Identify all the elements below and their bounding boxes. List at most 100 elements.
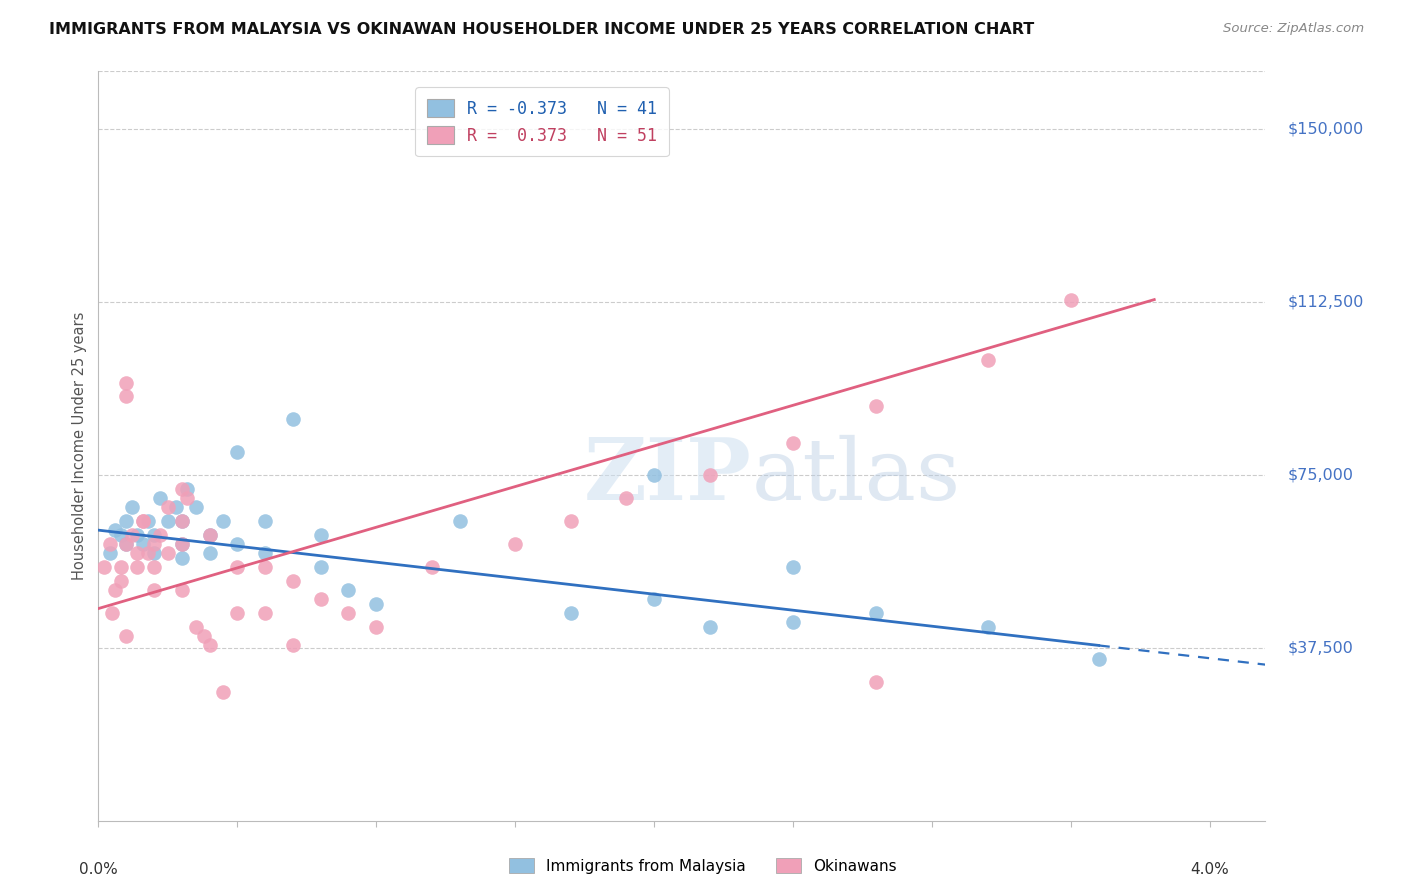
Point <box>170 514 193 528</box>
Text: ZIP: ZIP <box>583 434 752 518</box>
Point <box>420 560 443 574</box>
Point <box>193 629 215 643</box>
Point <box>127 560 149 574</box>
Point <box>337 606 360 620</box>
Text: $75,000: $75,000 <box>1288 467 1354 483</box>
Point <box>254 560 277 574</box>
Text: Source: ZipAtlas.com: Source: ZipAtlas.com <box>1223 22 1364 36</box>
Point <box>132 514 155 528</box>
Point <box>309 528 332 542</box>
Point <box>198 528 221 542</box>
Point <box>643 592 665 607</box>
Point <box>699 620 721 634</box>
Point <box>337 583 360 598</box>
Point <box>560 606 582 620</box>
Text: $37,500: $37,500 <box>1288 640 1354 656</box>
Text: 0.0%: 0.0% <box>79 862 118 877</box>
Y-axis label: Householder Income Under 25 years: Householder Income Under 25 years <box>72 312 87 580</box>
Point <box>165 500 187 514</box>
Point <box>143 583 166 598</box>
Point <box>121 528 143 542</box>
Point <box>976 352 998 367</box>
Point <box>101 606 124 620</box>
Point <box>226 537 249 551</box>
Point <box>115 629 138 643</box>
Text: atlas: atlas <box>752 434 962 517</box>
Point <box>198 546 221 560</box>
Point <box>127 528 149 542</box>
Point <box>309 592 332 607</box>
Point <box>170 537 193 551</box>
Text: $112,500: $112,500 <box>1288 294 1364 310</box>
Point <box>115 537 138 551</box>
Point <box>156 546 179 560</box>
Point <box>156 500 179 514</box>
Point <box>132 514 155 528</box>
Point <box>138 514 160 528</box>
Point <box>110 528 132 542</box>
Point <box>281 412 304 426</box>
Point <box>115 376 138 390</box>
Point <box>782 435 804 450</box>
Point <box>148 491 170 505</box>
Point <box>148 528 170 542</box>
Text: IMMIGRANTS FROM MALAYSIA VS OKINAWAN HOUSEHOLDER INCOME UNDER 25 YEARS CORRELATI: IMMIGRANTS FROM MALAYSIA VS OKINAWAN HOU… <box>49 22 1035 37</box>
Point <box>976 620 998 634</box>
Point <box>865 606 887 620</box>
Point <box>184 620 207 634</box>
Point <box>115 537 138 551</box>
Point <box>309 560 332 574</box>
Point <box>614 491 637 505</box>
Point <box>503 537 526 551</box>
Point <box>699 467 721 482</box>
Point <box>226 606 249 620</box>
Point <box>104 583 127 598</box>
Point <box>98 546 121 560</box>
Point <box>110 574 132 588</box>
Point <box>156 514 179 528</box>
Point <box>254 514 277 528</box>
Point <box>143 560 166 574</box>
Point <box>281 574 304 588</box>
Point <box>366 597 388 611</box>
Point <box>366 620 388 634</box>
Point <box>643 467 665 482</box>
Point <box>170 514 193 528</box>
Point <box>143 546 166 560</box>
Point <box>115 389 138 403</box>
Point <box>98 537 121 551</box>
Point <box>449 514 471 528</box>
Point <box>865 399 887 413</box>
Point <box>170 550 193 565</box>
Point <box>176 482 198 496</box>
Point <box>170 482 193 496</box>
Point <box>1060 293 1083 307</box>
Point <box>254 606 277 620</box>
Point <box>212 514 235 528</box>
Point <box>132 537 155 551</box>
Point <box>104 523 127 537</box>
Point <box>170 583 193 598</box>
Point <box>226 560 249 574</box>
Point <box>93 560 115 574</box>
Point <box>865 675 887 690</box>
Point <box>184 500 207 514</box>
Point <box>176 491 198 505</box>
Point <box>226 444 249 458</box>
Point <box>1087 652 1109 666</box>
Point <box>198 639 221 653</box>
Legend: R = -0.373   N = 41, R =  0.373   N = 51: R = -0.373 N = 41, R = 0.373 N = 51 <box>415 87 668 156</box>
Point <box>143 537 166 551</box>
Text: 4.0%: 4.0% <box>1191 862 1229 877</box>
Legend: Immigrants from Malaysia, Okinawans: Immigrants from Malaysia, Okinawans <box>503 852 903 880</box>
Point <box>115 514 138 528</box>
Point <box>281 639 304 653</box>
Point <box>138 546 160 560</box>
Point <box>121 500 143 514</box>
Point <box>170 537 193 551</box>
Point <box>127 546 149 560</box>
Point <box>254 546 277 560</box>
Text: $150,000: $150,000 <box>1288 121 1364 136</box>
Point <box>212 684 235 698</box>
Point <box>143 528 166 542</box>
